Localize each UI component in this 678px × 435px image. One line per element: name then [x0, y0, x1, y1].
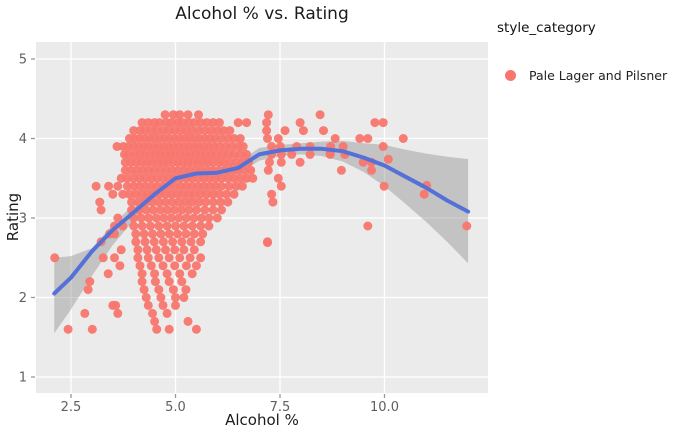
y-tick-labels: 1 2 3 4 5 — [19, 53, 27, 386]
svg-text:7.5: 7.5 — [270, 400, 291, 415]
x-axis-title: Alcohol % — [225, 411, 299, 429]
legend-point-marker-icon — [505, 70, 516, 81]
svg-text:5: 5 — [19, 53, 27, 68]
svg-text:4: 4 — [19, 132, 27, 147]
gridlines — [36, 42, 488, 393]
svg-text:2.5: 2.5 — [61, 400, 82, 415]
svg-text:1: 1 — [19, 371, 27, 386]
smooth-line — [52, 146, 471, 296]
legend-title: style_category — [497, 20, 596, 36]
legend-entry[interactable]: Pale Lager and Pilsner — [505, 68, 667, 83]
legend-entry-label: Pale Lager and Pilsner — [529, 68, 668, 83]
svg-text:3: 3 — [19, 212, 27, 227]
tick-marks — [31, 58, 386, 398]
svg-text:5.0: 5.0 — [165, 400, 186, 415]
x-tick-labels: 2.5 5.0 7.5 10.0 — [61, 400, 399, 415]
svg-text:2: 2 — [19, 291, 27, 306]
chart-title: Alcohol % vs. Rating — [175, 4, 349, 24]
svg-text:10.0: 10.0 — [370, 400, 399, 415]
legend: style_category Pale Lager and Pilsner — [497, 20, 675, 83]
y-axis-title: Rating — [4, 192, 22, 242]
